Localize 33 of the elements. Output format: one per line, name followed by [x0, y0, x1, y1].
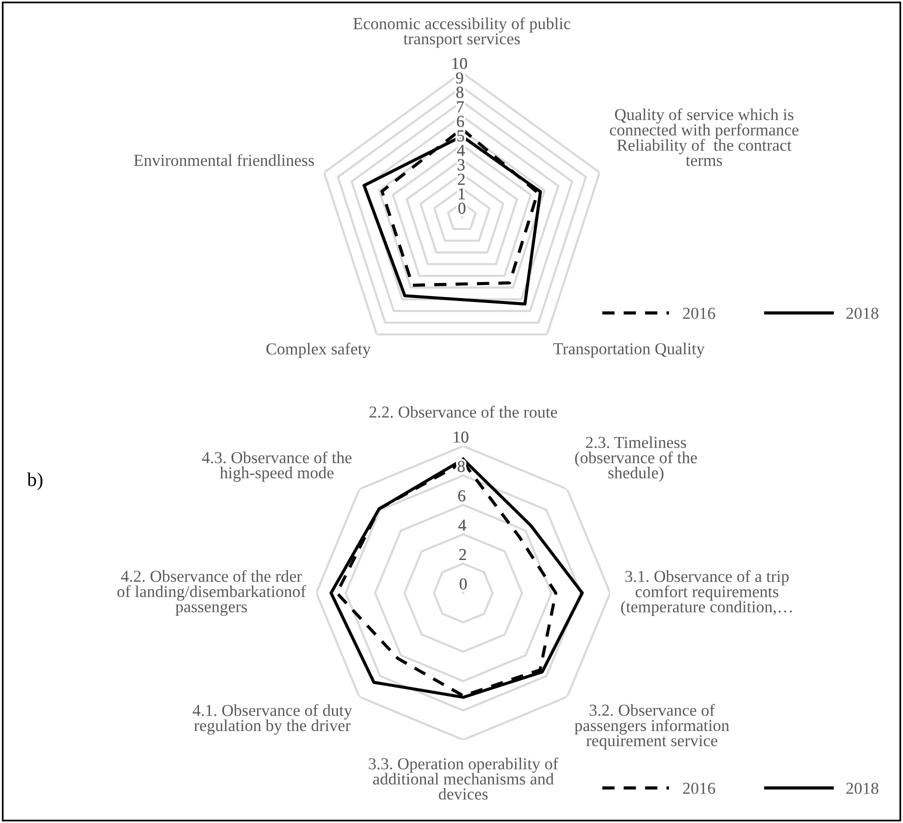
spoke-label: Environmental friendliness	[134, 154, 314, 166]
y-tick-label: 8	[456, 86, 464, 98]
spoke-label: 2.2. Observance of the route	[370, 406, 558, 418]
legend-label: 2016	[683, 308, 716, 319]
y-tick-label: 10	[452, 58, 468, 70]
y-tick-label: 7	[457, 101, 464, 112]
y-tick-label: 0	[460, 578, 467, 590]
y-tick-label: 4	[457, 144, 465, 156]
y-tick-label: 6	[458, 490, 466, 502]
spoke-label: Economic accessibility of public transport services	[353, 17, 570, 48]
y-tick-label: 10	[454, 431, 468, 443]
text: b)	[27, 472, 42, 490]
spoke-label: 4.2. Observance of the rder of landing/disembarkationof passengers	[117, 570, 306, 616]
spoke-label: 3.1. Observance of a trip comfort requirements (temperature condition,…	[621, 570, 792, 616]
spoke-label: 2.3. Timeliness (observance of the shedule)	[575, 436, 697, 482]
spoke-label: Transportation Quality	[553, 342, 705, 358]
y-tick-label: 0	[458, 202, 466, 214]
spoke-label: Complex safety	[266, 342, 371, 358]
y-tick-label: 1	[458, 188, 465, 200]
legend-label: 2018	[846, 782, 878, 794]
legend-label: 2018	[846, 308, 878, 319]
y-tick-label: 2	[459, 549, 466, 560]
spoke-label: 3.2. Observance of passengers information requirement service	[574, 704, 730, 750]
y-tick-label: 4	[458, 520, 466, 531]
y-tick-label: 6	[456, 116, 464, 127]
y-tick-label: 2	[458, 174, 465, 185]
spoke-label: 3.3. Operation operability of additional mechanisms and devices	[368, 758, 558, 800]
y-tick-label: 3	[458, 159, 465, 170]
spoke-label: 4.1. Observance of duty regulation by the driver	[192, 704, 352, 735]
spoke-label: 4.3. Observance of the high-speed mode	[202, 451, 352, 482]
y-tick-label: 9	[456, 72, 464, 84]
spoke-label: Quality of service which is connected with performance Reliability of the contract terms	[610, 108, 798, 166]
legend-label: 2016	[683, 782, 716, 794]
